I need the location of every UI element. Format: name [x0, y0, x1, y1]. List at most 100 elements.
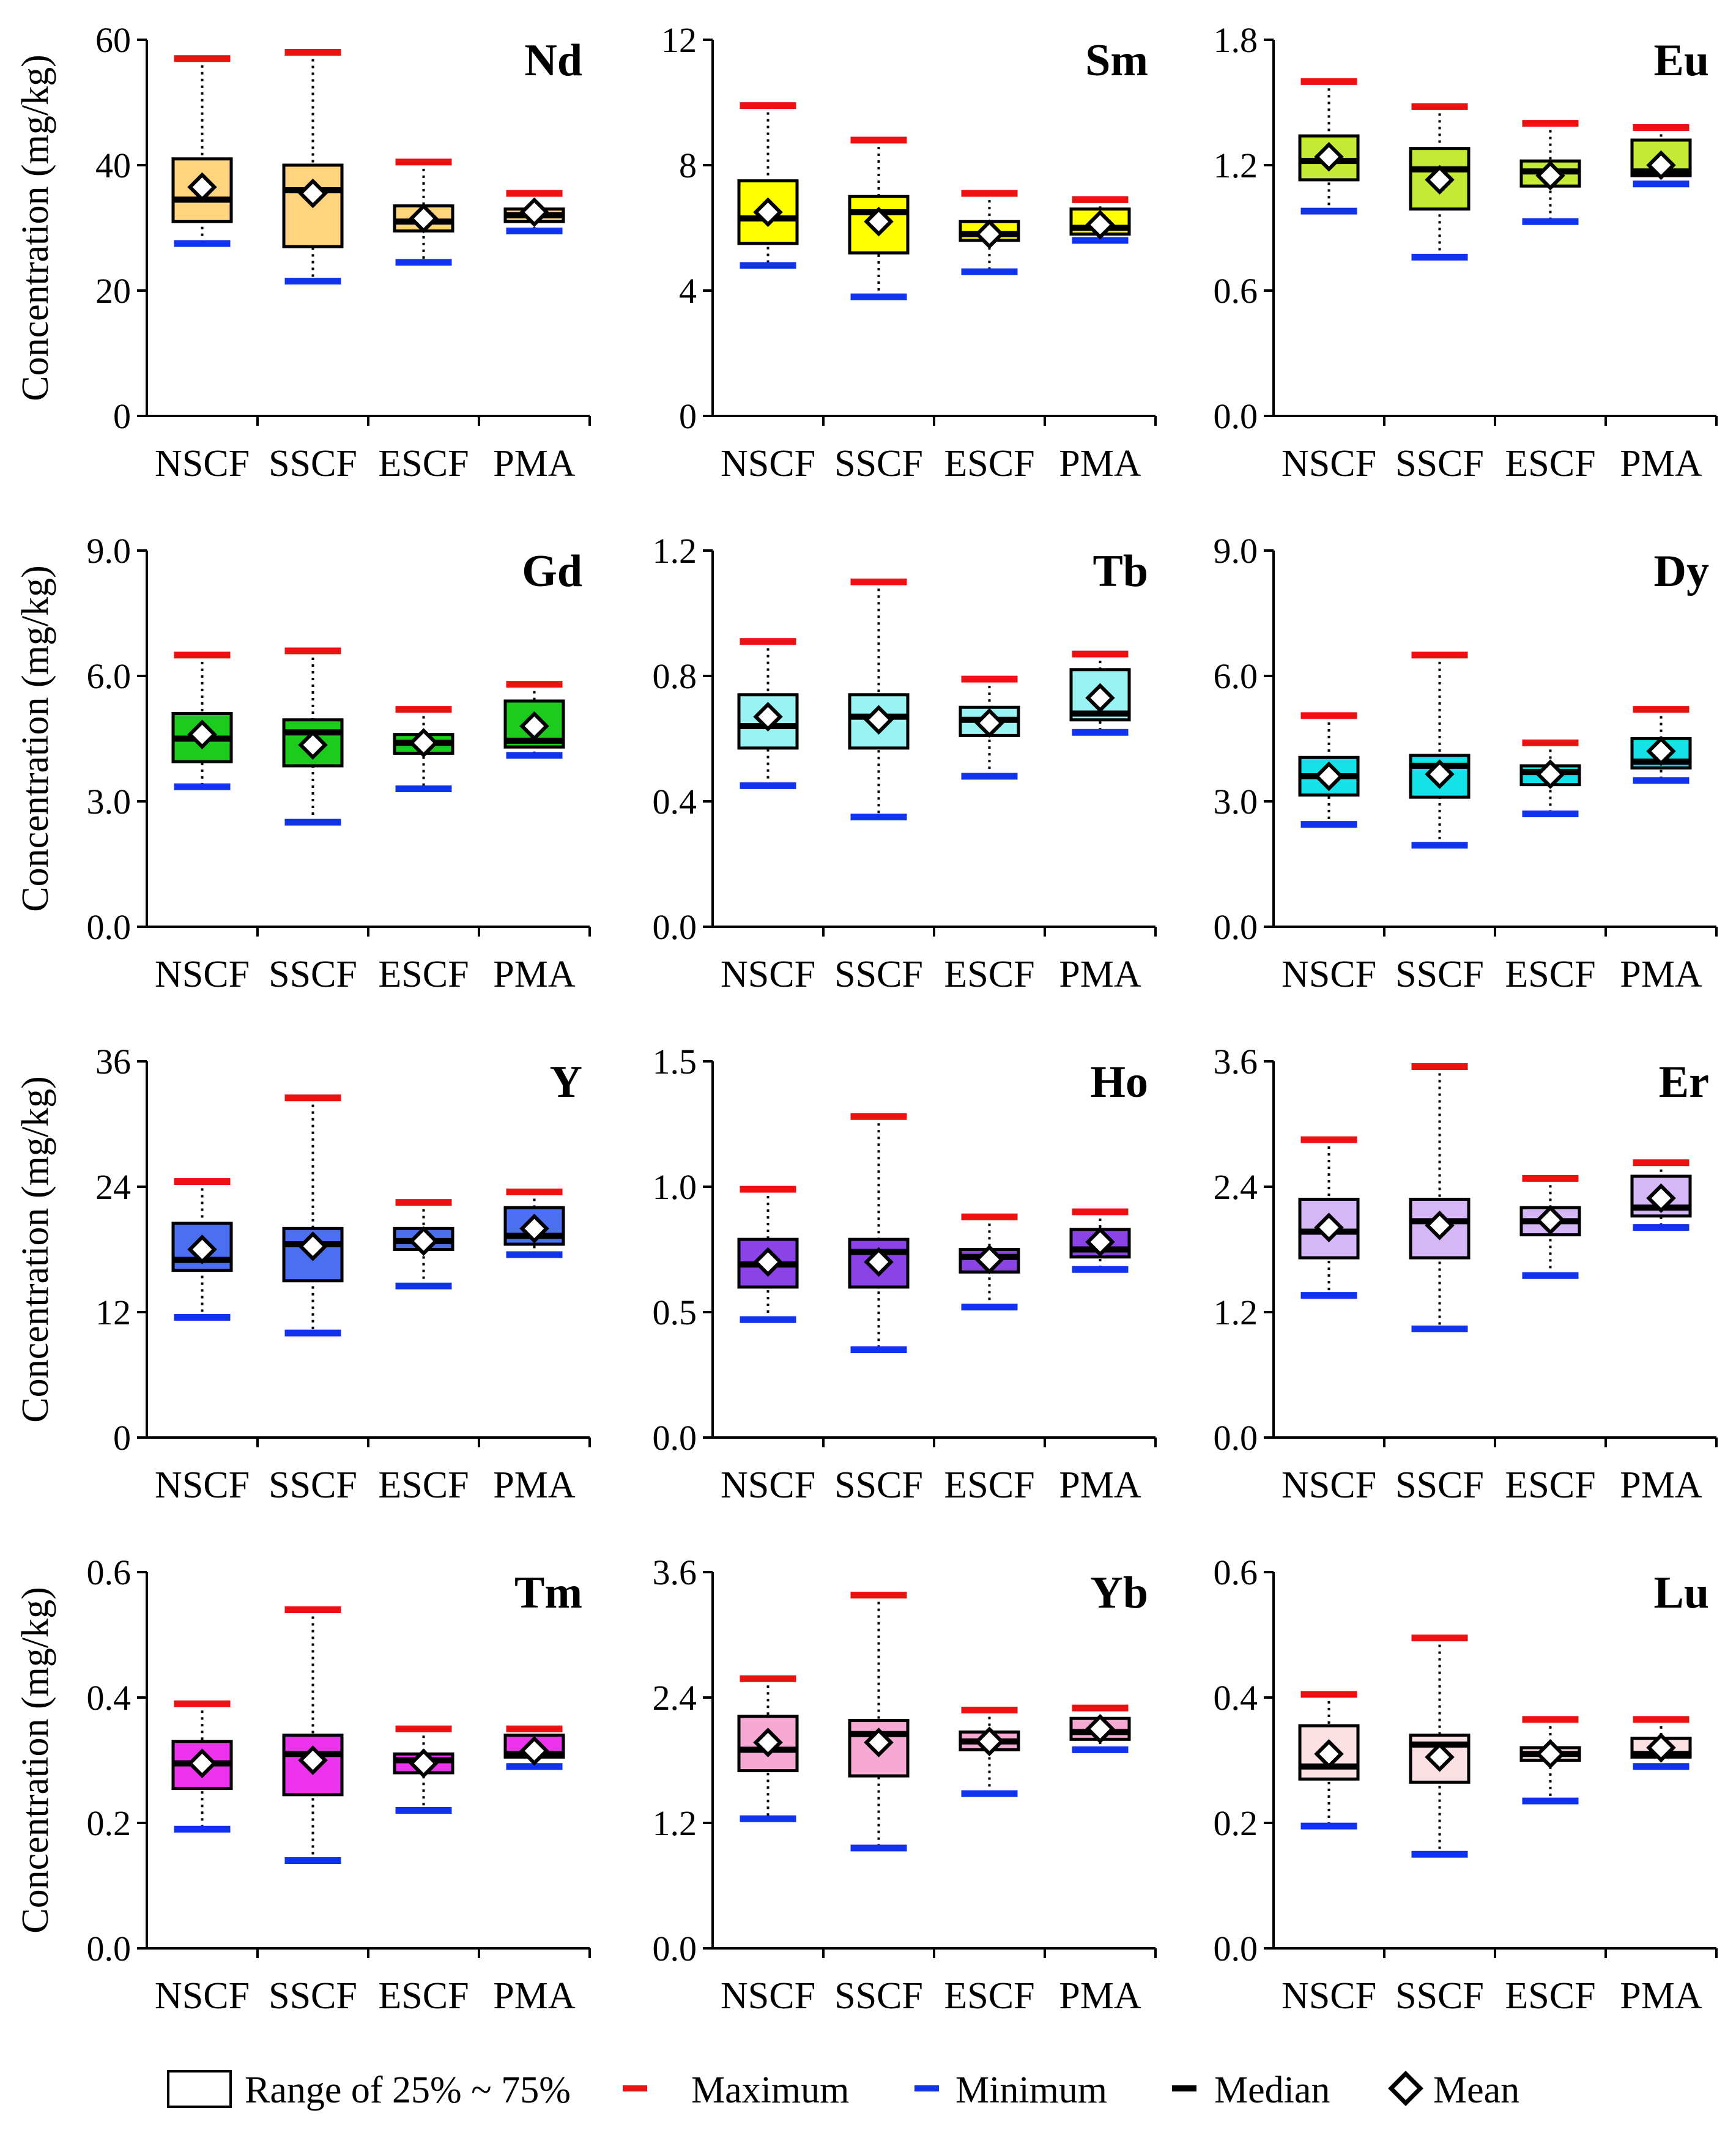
mean-mark-gd-sscf: [298, 730, 328, 760]
y-tick-label-eu: 0.0: [1214, 396, 1258, 436]
y-tick-label-tm: 0.6: [87, 1553, 132, 1592]
mean-mark-sm-escf: [974, 219, 1004, 249]
mean-mark-ho-sscf: [864, 1247, 894, 1277]
legend-median-label: Median: [1214, 2069, 1330, 2111]
mean-mark-y-sscf: [298, 1231, 328, 1261]
mean-mark-tb-sscf: [864, 705, 894, 735]
panel-title-y: Y: [550, 1057, 582, 1107]
mean-mark-sm-nscf: [753, 197, 783, 228]
panel-sm: 0 4 8 12 NSCF SSCF ESCF PMA Sm: [661, 20, 1157, 484]
mean-mark-er-sscf: [1425, 1210, 1455, 1241]
mean-mark-sm-pma: [1085, 210, 1115, 240]
mean-mark-dy-pma: [1646, 736, 1676, 766]
x-tick-label-dy: ESCF: [1505, 954, 1595, 995]
x-tick-label-tb: PMA: [1059, 954, 1141, 995]
panel-title-nd: Nd: [524, 35, 582, 86]
mean-mark-tb-nscf: [753, 702, 783, 732]
y-tick-label-sm: 4: [679, 271, 697, 311]
y-tick-label-ho: 0.5: [653, 1293, 697, 1332]
mean-mark-eu-nscf: [1314, 142, 1344, 172]
y-tick-label-lu: 0.4: [1214, 1678, 1258, 1718]
y-tick-label-gd: 3.0: [87, 782, 132, 822]
x-tick-label-ho: NSCF: [721, 1464, 815, 1506]
panel-tm: 0.0 0.2 0.4 0.6 NSCF SSCF ESCF PMA Tm Concentrati…: [15, 1553, 591, 2017]
x-tick-label-ho: PMA: [1059, 1464, 1141, 1506]
x-tick-label-er: SSCF: [1395, 1464, 1484, 1506]
y-axis-label-y: Concentration (mg/kg): [15, 1076, 56, 1422]
mean-mark-er-pma: [1646, 1183, 1676, 1214]
y-tick-label-er: 0.0: [1214, 1418, 1258, 1458]
mean-mark-tm-nscf: [187, 1748, 217, 1778]
panel-ho: 0.0 0.5 1.0 1.5 NSCF SSCF ESCF PMA Ho: [653, 1042, 1157, 1506]
y-tick-label-nd: 60: [95, 20, 131, 60]
y-tick-label-nd: 20: [95, 271, 131, 311]
y-tick-label-lu: 0.2: [1214, 1803, 1258, 1843]
y-tick-label-ho: 1.0: [653, 1167, 697, 1207]
panel-nd: 0 20 40 60 NSCF SSCF ESCF PMA Nd Concentration (m…: [15, 20, 591, 484]
mean-mark-ho-escf: [974, 1244, 1004, 1275]
mean-mark-yb-escf: [974, 1726, 1004, 1756]
mean-mark-yb-sscf: [864, 1727, 894, 1757]
legend-range-label: Range of 25% ~ 75%: [245, 2069, 571, 2111]
panel-eu: 0.0 0.6 1.2 1.8 NSCF SSCF ESCF PMA Eu: [1214, 20, 1718, 484]
x-tick-label-nd: ESCF: [378, 443, 469, 484]
iqr-box-yb-nscf: [737, 1715, 799, 1773]
x-tick-label-sm: NSCF: [721, 443, 815, 484]
y-tick-label-tb: 0.4: [653, 782, 697, 822]
x-tick-label-dy: NSCF: [1282, 954, 1376, 995]
panel-yb: 0.0 1.2 2.4 3.6 NSCF SSCF ESCF PMA Yb: [653, 1553, 1157, 2017]
y-tick-label-ho: 1.5: [653, 1042, 697, 1082]
y-tick-label-tb: 1.2: [653, 531, 697, 571]
mean-mark-ho-nscf: [753, 1247, 783, 1277]
mean-mark-er-escf: [1535, 1205, 1565, 1235]
x-tick-label-yb: ESCF: [944, 1975, 1034, 2017]
y-tick-label-lu: 0.6: [1214, 1553, 1258, 1592]
y-tick-label-sm: 12: [661, 20, 697, 60]
x-tick-label-gd: PMA: [493, 954, 576, 995]
y-tick-label-eu: 0.6: [1214, 271, 1258, 311]
x-tick-label-y: PMA: [493, 1464, 576, 1506]
x-tick-label-ho: SSCF: [834, 1464, 923, 1506]
x-tick-label-sm: PMA: [1059, 443, 1141, 484]
mean-mark-dy-escf: [1535, 759, 1565, 789]
y-axis-label-tm: Concentration (mg/kg): [15, 1587, 56, 1933]
x-tick-label-gd: ESCF: [378, 954, 469, 995]
panel-title-dy: Dy: [1654, 546, 1709, 596]
x-tick-label-tb: ESCF: [944, 954, 1034, 995]
y-axis-label-gd: Concentration (mg/kg): [15, 565, 56, 911]
y-tick-label-tb: 0.0: [653, 907, 697, 947]
y-tick-label-tm: 0.4: [87, 1678, 132, 1718]
x-tick-label-tm: ESCF: [378, 1975, 469, 2017]
y-tick-label-er: 1.2: [1214, 1293, 1258, 1332]
y-tick-label-nd: 0: [113, 396, 131, 436]
mean-mark-y-escf: [409, 1226, 439, 1256]
y-tick-label-dy: 6.0: [1214, 656, 1258, 696]
y-tick-label-dy: 3.0: [1214, 782, 1258, 822]
mean-mark-yb-pma: [1085, 1714, 1115, 1744]
mean-mark-dy-sscf: [1425, 759, 1455, 789]
legend-mean-swatch: [1388, 2071, 1423, 2106]
x-tick-label-eu: SSCF: [1395, 443, 1484, 484]
x-tick-label-er: PMA: [1620, 1464, 1702, 1506]
x-tick-label-eu: ESCF: [1505, 443, 1595, 484]
mean-mark-nd-escf: [409, 203, 439, 234]
x-tick-label-lu: SSCF: [1395, 1975, 1484, 2017]
y-tick-label-ho: 0.0: [653, 1418, 697, 1458]
x-tick-label-dy: SSCF: [1395, 954, 1484, 995]
mean-mark-y-pma: [519, 1214, 549, 1244]
mean-mark-eu-pma: [1646, 150, 1676, 180]
mean-mark-lu-sscf: [1425, 1742, 1455, 1772]
panel-lu: 0.0 0.2 0.4 0.6 NSCF SSCF ESCF PMA Lu: [1214, 1553, 1718, 2017]
mean-mark-lu-escf: [1535, 1739, 1565, 1769]
x-tick-label-nd: PMA: [493, 443, 576, 484]
y-axis-label-nd: Concentration (mg/kg): [15, 54, 56, 401]
mean-mark-lu-pma: [1646, 1732, 1676, 1763]
y-tick-label-yb: 0.0: [653, 1929, 697, 1969]
x-tick-label-y: ESCF: [378, 1464, 469, 1506]
mean-mark-dy-nscf: [1314, 761, 1344, 792]
y-tick-label-dy: 9.0: [1214, 531, 1258, 571]
y-tick-label-tm: 0.2: [87, 1803, 132, 1843]
x-tick-label-tm: NSCF: [155, 1975, 250, 2017]
mean-mark-tm-escf: [409, 1748, 439, 1778]
x-tick-label-tb: NSCF: [721, 954, 815, 995]
